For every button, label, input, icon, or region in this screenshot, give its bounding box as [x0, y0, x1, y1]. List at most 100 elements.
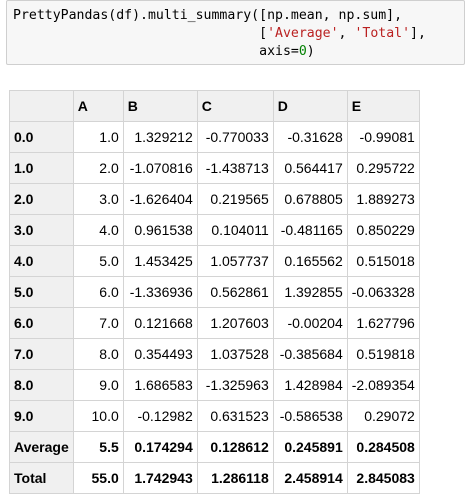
table-row: 2.0 3.0 -1.626404 0.219565 0.678805 1.889273	[9, 183, 420, 215]
table-cell: 0.515018	[346, 245, 420, 277]
row-index-label: 2.0	[9, 183, 74, 215]
table-row: 0.0 1.0 1.329212 -0.770033 -0.31628 -0.99081	[9, 121, 420, 153]
table-cell: 1.037528	[196, 338, 274, 370]
table-cell: 0.564417	[272, 152, 348, 184]
row-index-label: 4.0	[9, 245, 74, 277]
table-cell: -1.626404	[122, 183, 198, 215]
code-line-3: axis=0)	[13, 43, 464, 61]
table-cell: 1.057737	[196, 245, 274, 277]
table-row: 3.0 4.0 0.961538 0.104011 -0.481165 0.850229	[9, 214, 420, 246]
code-string-total: 'Total'	[354, 26, 411, 41]
output-table: A B C D E 0.0 1.0 1.329212 -0.770033 -0.3162…	[9, 90, 420, 494]
table-cell: -0.586538	[272, 400, 348, 432]
table-cell: 0.562861	[196, 276, 274, 308]
table-cell: 1.0	[72, 121, 124, 153]
table-cell: 1.392855	[272, 276, 348, 308]
code-text: axis=	[13, 44, 299, 59]
table-cell: 7.0	[72, 307, 124, 339]
table-cell: 1.742943	[122, 462, 198, 494]
table-cell: 10.0	[72, 400, 124, 432]
table-cell: 0.104011	[196, 214, 274, 246]
table-cell: 0.354493	[122, 338, 198, 370]
table-cell: -0.770033	[196, 121, 274, 153]
code-text: ],	[410, 26, 426, 41]
code-line-2: ['Average', 'Total'],	[13, 25, 464, 43]
column-header-c: C	[196, 90, 274, 122]
code-number: 0	[298, 44, 307, 59]
table-cell: 0.245891	[272, 431, 348, 463]
table-cell: 1.627796	[346, 307, 420, 339]
code-text: ,	[338, 26, 355, 41]
table-cell: -1.438713	[196, 152, 274, 184]
code-string-average: 'Average'	[267, 26, 339, 41]
table-cell: 0.165562	[272, 245, 348, 277]
table-cell: -0.385684	[272, 338, 348, 370]
table-cell: 2.845083	[346, 462, 420, 494]
table-row: 4.0 5.0 1.453425 1.057737 0.165562 0.515018	[9, 245, 420, 277]
table-cell: 4.0	[72, 214, 124, 246]
table-cell: 1.428984	[272, 369, 348, 401]
table-cell: 0.678805	[272, 183, 348, 215]
table-cell: -2.089354	[346, 369, 420, 401]
summary-row: Total 55.0 1.742943 1.286118 2.458914 2.84508…	[9, 462, 420, 494]
column-header-b: B	[122, 90, 198, 122]
table-cell: -1.325963	[196, 369, 274, 401]
table-row: 9.0 10.0 -0.12982 0.631523 -0.586538 0.29072	[9, 400, 420, 432]
row-index-label: 7.0	[9, 338, 74, 370]
table-cell: -0.99081	[346, 121, 420, 153]
table-cell: 0.631523	[196, 400, 274, 432]
table-cell: 1.286118	[196, 462, 274, 494]
table-cell: 1.889273	[346, 183, 420, 215]
table-cell: 1.686583	[122, 369, 198, 401]
row-index-label: 1.0	[9, 152, 74, 184]
table-cell: 5.5	[72, 431, 124, 463]
column-header-e: E	[346, 90, 420, 122]
row-index-label: 8.0	[9, 369, 74, 401]
table-cell: 2.0	[72, 152, 124, 184]
table-cell: 0.128612	[196, 431, 274, 463]
table-cell: 9.0	[72, 369, 124, 401]
table-cell: 0.219565	[196, 183, 274, 215]
table-row: 6.0 7.0 0.121668 1.207603 -0.00204 1.627796	[9, 307, 420, 339]
table-cell: 0.174294	[122, 431, 198, 463]
table-cell: 1.207603	[196, 307, 274, 339]
table-cell: 1.329212	[122, 121, 198, 153]
row-index-label: Average	[9, 431, 74, 463]
table-cell: 6.0	[72, 276, 124, 308]
table-cell: -1.070816	[122, 152, 198, 184]
row-index-label: 0.0	[9, 121, 74, 153]
code-line-1: PrettyPandas(df).multi_summary([np.mean,…	[13, 7, 464, 25]
table-cell: 0.850229	[346, 214, 420, 246]
table-cell: 5.0	[72, 245, 124, 277]
code-text: PrettyPandas(df).multi_summary([np.mean,…	[13, 8, 403, 23]
row-index-label: Total	[9, 462, 74, 494]
table-cell: 0.961538	[122, 214, 198, 246]
table-cell: 55.0	[72, 462, 124, 494]
table-cell: 3.0	[72, 183, 124, 215]
table-cell: -0.12982	[122, 400, 198, 432]
header-row: A B C D E	[9, 90, 420, 122]
column-header-index	[9, 90, 74, 122]
table-row: 7.0 8.0 0.354493 1.037528 -0.385684 0.519818	[9, 338, 420, 370]
column-header-d: D	[272, 90, 348, 122]
table-cell: 8.0	[72, 338, 124, 370]
table-cell: -0.00204	[272, 307, 348, 339]
table-cell: 1.453425	[122, 245, 198, 277]
row-index-label: 6.0	[9, 307, 74, 339]
table-row: 5.0 6.0 -1.336936 0.562861 1.392855 -0.063328	[9, 276, 420, 308]
summary-row: Average 5.5 0.174294 0.128612 0.245891 0.2845…	[9, 431, 420, 463]
table-cell: 0.284508	[346, 431, 420, 463]
table-cell: 0.121668	[122, 307, 198, 339]
table-cell: 0.295722	[346, 152, 420, 184]
row-index-label: 3.0	[9, 214, 74, 246]
table-cell: -0.481165	[272, 214, 348, 246]
table-cell: -1.336936	[122, 276, 198, 308]
table-cell: -0.31628	[272, 121, 348, 153]
row-index-label: 9.0	[9, 400, 74, 432]
table-cell: -0.063328	[346, 276, 420, 308]
column-header-a: A	[72, 90, 124, 122]
table-cell: 0.519818	[346, 338, 420, 370]
code-text: [	[13, 26, 268, 41]
code-cell[interactable]: PrettyPandas(df).multi_summary([np.mean,…	[6, 0, 465, 65]
row-index-label: 5.0	[9, 276, 74, 308]
